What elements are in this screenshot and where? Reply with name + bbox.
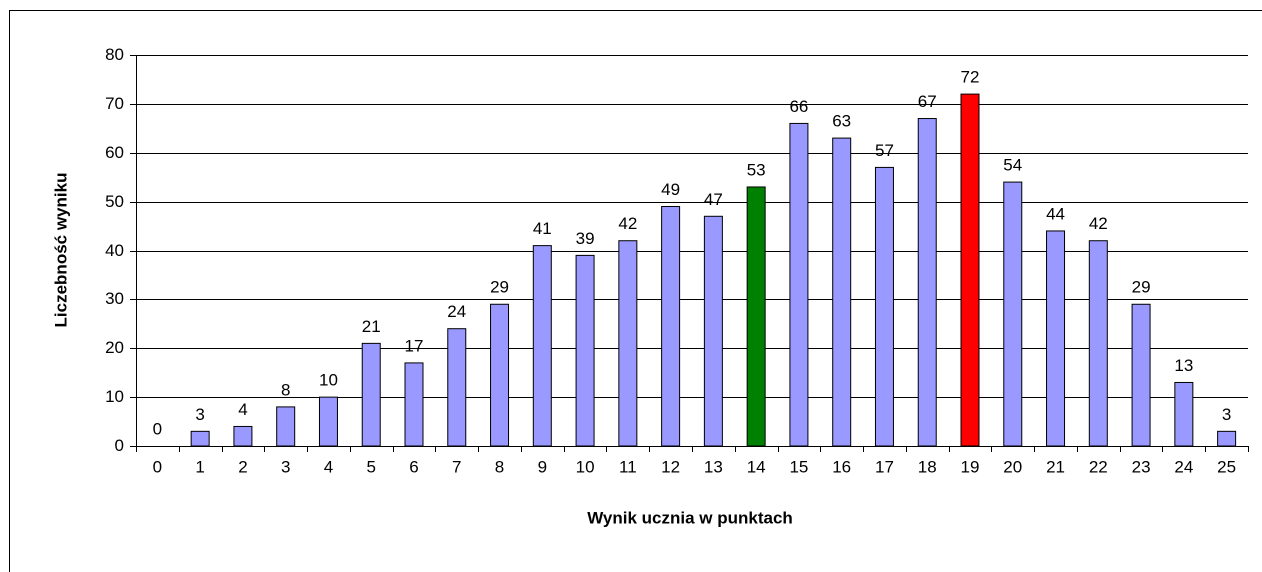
x-axis-title: Wynik ucznia w punktach xyxy=(587,508,793,527)
x-tick-label: 6 xyxy=(409,457,418,476)
x-tick-label: 5 xyxy=(366,457,375,476)
y-tick-label: 30 xyxy=(105,289,124,308)
x-tick-label: 0 xyxy=(153,457,162,476)
x-tick-label: 10 xyxy=(576,457,595,476)
bar xyxy=(746,186,766,447)
x-tick-label: 3 xyxy=(281,457,290,476)
x-tick-label: 17 xyxy=(875,457,894,476)
x-tick-label: 12 xyxy=(661,457,680,476)
data-label: 39 xyxy=(576,229,595,248)
x-tick-label: 18 xyxy=(918,457,937,476)
data-label: 10 xyxy=(319,371,338,390)
y-tick-label: 40 xyxy=(105,241,124,260)
bar xyxy=(789,122,809,447)
bar xyxy=(1046,230,1066,447)
data-label: 49 xyxy=(661,180,680,199)
bar xyxy=(1217,430,1237,447)
data-label: 42 xyxy=(618,214,637,233)
x-tick-label: 4 xyxy=(324,457,333,476)
x-tick-label: 23 xyxy=(1132,457,1151,476)
chart-frame xyxy=(9,10,1262,572)
data-label: 44 xyxy=(1046,204,1065,223)
data-label: 17 xyxy=(405,336,424,355)
x-tick-label: 14 xyxy=(747,457,766,476)
data-label: 29 xyxy=(490,278,509,297)
data-label: 21 xyxy=(362,317,381,336)
bar xyxy=(532,245,552,447)
bar xyxy=(1003,181,1023,447)
y-axis-title: Liczebność wyniku xyxy=(51,173,70,328)
bar xyxy=(276,406,296,447)
data-label: 24 xyxy=(447,302,466,321)
y-tick-label: 0 xyxy=(115,436,124,455)
y-tick-label: 50 xyxy=(105,192,124,211)
data-label: 42 xyxy=(1089,214,1108,233)
data-label: 13 xyxy=(1174,356,1193,375)
x-tick-label: 15 xyxy=(789,457,808,476)
bar xyxy=(618,240,638,447)
bar xyxy=(1088,240,1108,447)
y-tick-label: 10 xyxy=(105,387,124,406)
x-tick-label: 20 xyxy=(1003,457,1022,476)
x-tick-label: 24 xyxy=(1174,457,1193,476)
data-label: 8 xyxy=(281,380,290,399)
bar xyxy=(917,118,937,447)
bar xyxy=(318,396,338,447)
bar xyxy=(233,425,253,447)
data-label: 3 xyxy=(1222,405,1231,424)
x-tick-label: 16 xyxy=(832,457,851,476)
bar xyxy=(1174,381,1194,447)
x-tick-label: 2 xyxy=(238,457,247,476)
x-tick-label: 25 xyxy=(1217,457,1236,476)
data-label: 29 xyxy=(1132,278,1151,297)
bar xyxy=(361,342,381,447)
x-tick-label: 9 xyxy=(538,457,547,476)
x-tick-label: 22 xyxy=(1089,457,1108,476)
x-tick-label: 8 xyxy=(495,457,504,476)
data-label: 53 xyxy=(747,160,766,179)
bar xyxy=(703,215,723,447)
bar xyxy=(874,166,894,447)
data-label: 4 xyxy=(238,400,247,419)
bar xyxy=(404,362,424,447)
x-tick-label: 19 xyxy=(961,457,980,476)
x-tick-label: 21 xyxy=(1046,457,1065,476)
bar xyxy=(960,93,980,447)
data-label: 72 xyxy=(961,68,980,87)
bar xyxy=(575,254,595,447)
data-label: 67 xyxy=(918,92,937,111)
data-label: 54 xyxy=(1003,156,1022,175)
bar xyxy=(661,206,681,447)
y-tick-label: 80 xyxy=(105,45,124,64)
data-label: 3 xyxy=(195,405,204,424)
y-tick-label: 70 xyxy=(105,94,124,113)
x-tick-label: 7 xyxy=(452,457,461,476)
data-label: 63 xyxy=(832,112,851,131)
x-tick-label: 11 xyxy=(619,457,637,476)
bar xyxy=(190,430,210,447)
data-label: 47 xyxy=(704,190,723,209)
bar xyxy=(1131,303,1151,447)
data-label: 66 xyxy=(789,97,808,116)
data-label: 57 xyxy=(875,141,894,160)
y-tick-label: 60 xyxy=(105,143,124,162)
data-label: 41 xyxy=(533,219,552,238)
bar xyxy=(490,303,510,447)
x-tick-label: 13 xyxy=(704,457,723,476)
y-tick-label: 20 xyxy=(105,338,124,357)
data-label: 0 xyxy=(153,419,162,438)
bar xyxy=(447,328,467,447)
x-tick-label: 1 xyxy=(195,457,204,476)
bar xyxy=(832,137,852,447)
